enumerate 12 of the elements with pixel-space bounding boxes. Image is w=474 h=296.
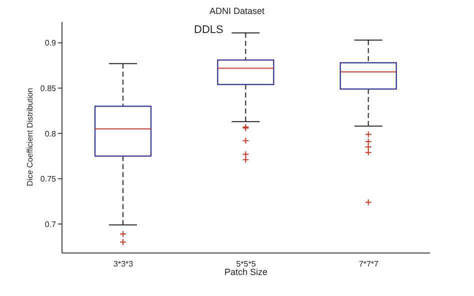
y-tick-label: 0.7 [44, 220, 57, 229]
y-tick-label: 0.9 [44, 38, 57, 48]
x-axis-title: Patch Size [224, 267, 268, 277]
y-axis-title: Dice Coefficient Distribution [26, 88, 34, 186]
x-tick-label: 5*5*5 [236, 260, 256, 269]
y-tick-label: 0.85 [40, 84, 57, 93]
chart-title: ADNI Dataset [208, 6, 266, 16]
y-tick-label: 0.8 [44, 129, 57, 138]
y-tick-label: 0.75 [40, 174, 57, 184]
x-tick-label: 7*7*7 [358, 260, 380, 269]
annotation: DDLS [194, 24, 224, 36]
x-tick-label: 3*3*3 [114, 260, 134, 269]
